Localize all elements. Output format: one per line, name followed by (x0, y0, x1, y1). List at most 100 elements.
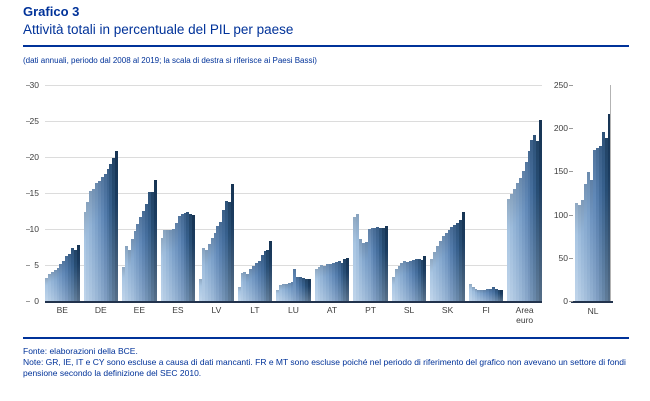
left-axis-tick (26, 265, 30, 266)
bar-SL-2019 (423, 255, 427, 301)
bar-LU-2009 (279, 285, 282, 301)
bar-LU-2008 (276, 289, 280, 301)
left-axis-tick (26, 121, 30, 122)
bar-AT-2010 (320, 265, 324, 301)
right-axis: 0 50 100 150 200 250 (540, 80, 568, 306)
bar-PT-2009 (356, 213, 359, 301)
bar-DE-2008 (83, 212, 87, 301)
bar-Area-euro-2018 (536, 141, 539, 301)
bar-DE-2014 (100, 177, 104, 301)
right-axis-tick (569, 214, 573, 216)
bar-Area-euro-2013 (521, 171, 525, 301)
bar-LU-2014 (293, 269, 297, 301)
bar-Area-euro-2019 (539, 119, 542, 301)
bar-FI-2016 (491, 287, 495, 301)
bar-BE-2011 (53, 270, 57, 301)
bar-LT-2015 (257, 260, 261, 301)
bar-DE-2015 (103, 173, 107, 301)
bar-DE-2018 (112, 158, 116, 301)
bar-NL-2019 (608, 114, 611, 301)
bar-AT-2018 (343, 259, 347, 301)
left-axis-label-30: 30 (29, 80, 39, 90)
bar-ES-2018 (189, 213, 193, 301)
bar-group-LU (276, 85, 311, 301)
bar-BE-2019 (76, 244, 80, 301)
chart-title: Attività totali in percentuale del PIL p… (23, 22, 294, 37)
left-axis-label-15: 15 (29, 188, 39, 198)
bar-DE-2017 (109, 163, 113, 301)
bar-ES-2015 (180, 213, 184, 301)
bar-FI-2011 (477, 289, 481, 301)
country-label-EE: EE (133, 305, 145, 315)
right-axis-label-250: 250 (553, 80, 568, 90)
bar-LU-2011 (284, 283, 288, 301)
bar-group-SK (430, 85, 465, 301)
bar-LU-2013 (290, 282, 294, 301)
bar-LU-2018 (304, 278, 308, 301)
bar-EE-2019 (153, 180, 157, 301)
bar-LV-2013 (213, 232, 217, 301)
country-label-ES: ES (172, 305, 184, 315)
bar-group-AT (314, 85, 350, 301)
bar-Area-euro-2016 (530, 140, 534, 301)
bar-BE-2016 (68, 253, 71, 301)
bar-FI-2008 (468, 283, 472, 301)
bar-SL-2016 (414, 259, 418, 301)
bar-Area-euro-2017 (533, 134, 537, 301)
bar-LT-2017 (263, 251, 267, 301)
bar-AT-2009 (317, 267, 321, 301)
bar-group-PT (353, 85, 388, 301)
country-label-nl: NL (587, 306, 599, 316)
bar-NL-2009 (578, 205, 581, 301)
bar-group-BE (45, 85, 80, 301)
bar-BE-2015 (65, 256, 68, 301)
bar-LT-2019 (269, 241, 273, 301)
bar-Area-euro-2015 (527, 151, 531, 301)
right-axis-tick (569, 257, 573, 259)
bar-NL-2016 (599, 146, 602, 301)
bar-FI-2015 (488, 288, 492, 301)
notes-text: Note: GR, IE, IT e CY sono escluse a cau… (23, 357, 626, 379)
bar-LT-2018 (266, 249, 270, 301)
source-text: Fonte: elaborazioni della BCE. (23, 346, 138, 356)
right-axis-label-100: 100 (553, 209, 568, 220)
bar-DE-2019 (115, 150, 119, 301)
bar-group-ES (160, 85, 196, 301)
bar-Area-euro-2012 (518, 177, 522, 301)
bar-AT-2017 (340, 262, 344, 301)
country-label-LT: LT (250, 305, 260, 315)
bar-LT-2016 (260, 254, 264, 301)
country-label-DE: DE (94, 305, 107, 315)
bar-ES-2013 (174, 222, 178, 301)
bar-group-DE (83, 85, 119, 301)
left-axis-tick (26, 301, 30, 302)
bar-LV-2012 (210, 238, 214, 301)
bar-EE-2016 (145, 203, 148, 301)
left-axis: 0 5 10 15 20 25 30 (14, 80, 39, 306)
bar-SL-2015 (411, 260, 415, 301)
chart-number-title: Grafico 3 (23, 4, 80, 19)
gridline-10 (45, 229, 542, 230)
bar-LV-2010 (204, 249, 208, 301)
bar-LU-2012 (287, 283, 291, 301)
right-axis-label-150: 150 (553, 166, 568, 177)
left-axis-label-10: 10 (29, 224, 39, 234)
bar-AT-2014 (331, 262, 335, 301)
bar-SK-2012 (441, 236, 445, 301)
bar-LU-2010 (281, 284, 285, 301)
bar-AT-2011 (323, 266, 327, 301)
bar-ES-2010 (166, 229, 170, 301)
bar-NL-2015 (596, 148, 599, 301)
country-label-Area-euro: Area euro (515, 305, 534, 325)
bar-LT-2012 (249, 269, 253, 301)
bar-SK-2018 (459, 220, 462, 301)
bar-LU-2015 (296, 276, 300, 301)
bar-FI-2009 (471, 286, 475, 301)
gridline-25 (45, 121, 542, 122)
country-label-LU: LU (288, 305, 299, 315)
bar-PT-2014 (370, 228, 374, 301)
bar-ES-2017 (186, 211, 190, 301)
bar-EE-2018 (150, 192, 154, 301)
x-axis-line (45, 301, 542, 303)
bar-EE-2012 (133, 231, 137, 301)
